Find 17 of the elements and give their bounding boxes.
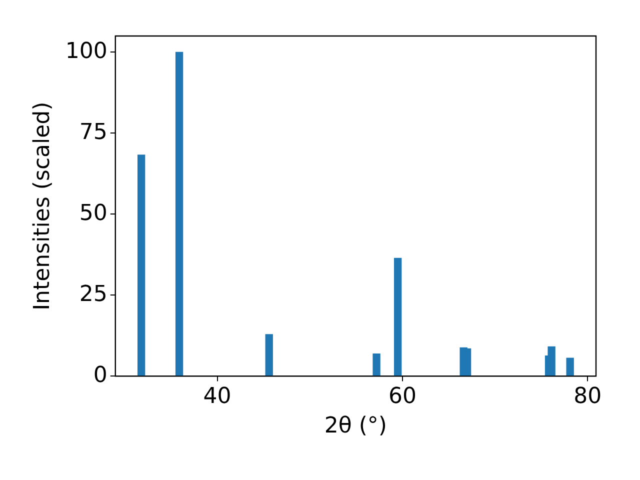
x-tick-label: 60 <box>388 384 416 410</box>
bar <box>394 258 402 376</box>
bar <box>372 354 380 376</box>
bar <box>137 154 146 376</box>
bar <box>566 358 574 376</box>
x-axis-title: 2θ (°) <box>324 414 388 439</box>
y-tick-label: 100 <box>65 38 108 64</box>
bar <box>265 334 273 376</box>
x-tick-label: 40 <box>203 384 232 410</box>
y-tick-label: 50 <box>79 200 108 226</box>
y-tick-label: 25 <box>79 282 108 307</box>
bar <box>175 52 184 376</box>
y-tick-label: 75 <box>79 120 108 145</box>
y-tick-label: 0 <box>93 362 108 388</box>
x-tick-label: 80 <box>574 384 602 410</box>
y-axis-title: Intensities (scaled) <box>30 102 55 310</box>
bar <box>548 346 556 376</box>
